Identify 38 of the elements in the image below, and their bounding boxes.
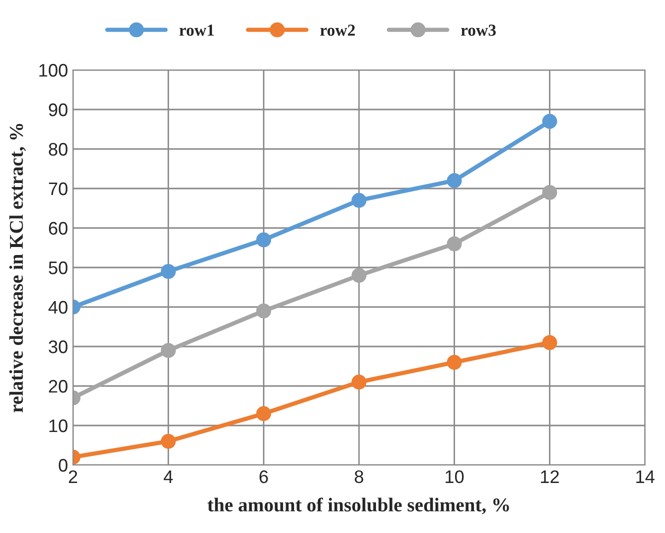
- point: [446, 354, 462, 370]
- x-tick-label: 10: [446, 470, 464, 484]
- point: [160, 342, 176, 358]
- y-tick-label: 50: [48, 261, 68, 274]
- point: [160, 264, 176, 279]
- point: [256, 406, 272, 422]
- y-tick-label: 60: [48, 222, 68, 235]
- point: [256, 303, 272, 318]
- legend-label: row1: [179, 24, 214, 36]
- y-tick-label: 80: [48, 142, 68, 156]
- x-tick-label: 6: [260, 470, 268, 484]
- y-tick-label: 10: [49, 419, 68, 432]
- point: [446, 173, 462, 188]
- x-tick-label: 4: [164, 470, 173, 483]
- point: [542, 184, 558, 200]
- x-tick-label: 2: [68, 470, 78, 483]
- y-tick-label: 0: [58, 458, 68, 472]
- x-tick-label: 14: [636, 470, 655, 483]
- y-axis-title: relative decrease in KCl extract, %: [9, 124, 26, 412]
- point: [542, 335, 558, 350]
- y-tick-label: 70: [48, 182, 68, 196]
- point: [352, 192, 366, 208]
- y-tick-label: 20: [48, 380, 68, 393]
- point: [542, 114, 558, 129]
- point: [446, 236, 462, 252]
- point: [352, 374, 366, 390]
- y-tick-label: 90: [48, 103, 68, 116]
- y-tick-label: 30: [48, 340, 68, 354]
- legend-label: row2: [320, 24, 355, 36]
- point: [160, 434, 176, 449]
- x-tick-label: 8: [354, 470, 364, 484]
- point: [352, 268, 366, 283]
- x-axis-title: the amount of insoluble sediment, %: [208, 498, 509, 514]
- y-tick-label: 100: [39, 64, 68, 77]
- y-tick-label: 40: [48, 300, 68, 314]
- legend-label: row3: [460, 24, 496, 36]
- x-tick-label: 12: [541, 470, 559, 483]
- point: [256, 232, 272, 248]
